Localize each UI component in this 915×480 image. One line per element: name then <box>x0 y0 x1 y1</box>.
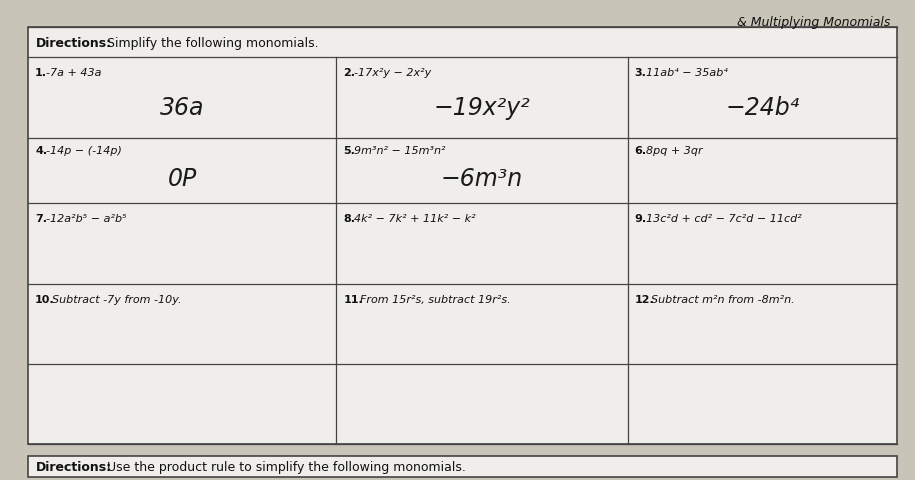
Text: -7a + 43a: -7a + 43a <box>46 68 102 78</box>
Text: 7.: 7. <box>35 214 47 224</box>
Text: -12a²b⁵ − a²b⁵: -12a²b⁵ − a²b⁵ <box>46 214 126 224</box>
Text: 8.: 8. <box>343 214 356 224</box>
Text: 11ab⁴ − 35ab⁴: 11ab⁴ − 35ab⁴ <box>646 68 727 78</box>
Text: 13c²d + cd² − 7c²d − 11cd²: 13c²d + cd² − 7c²d − 11cd² <box>646 214 802 224</box>
Text: 6.: 6. <box>635 146 647 156</box>
Text: & Multiplying Monomials: & Multiplying Monomials <box>737 16 890 29</box>
Text: 4.: 4. <box>35 146 48 156</box>
Text: 9m³n² − 15m³n²: 9m³n² − 15m³n² <box>354 146 446 156</box>
Text: 11.: 11. <box>343 294 363 304</box>
Text: 9.: 9. <box>635 214 647 224</box>
Text: Subtract -7y from -10y.: Subtract -7y from -10y. <box>51 294 181 304</box>
Text: 8pq + 3qr: 8pq + 3qr <box>646 146 702 156</box>
Text: 0P: 0P <box>167 167 197 191</box>
Bar <box>28 456 897 477</box>
Text: From 15r²s, subtract 19r²s.: From 15r²s, subtract 19r²s. <box>360 294 511 304</box>
Text: Directions:: Directions: <box>36 36 113 49</box>
Text: -14p − (-14p): -14p − (-14p) <box>46 146 122 156</box>
Text: 36a: 36a <box>160 96 204 120</box>
Text: −6m³n: −6m³n <box>441 167 523 191</box>
Text: Subtract m²n from -8m²n.: Subtract m²n from -8m²n. <box>651 294 795 304</box>
Text: −24b⁴: −24b⁴ <box>726 96 800 120</box>
Text: 10.: 10. <box>35 294 55 304</box>
Text: 3.: 3. <box>635 68 647 78</box>
Text: Directions:: Directions: <box>36 460 113 473</box>
Text: 5.: 5. <box>343 146 355 156</box>
Text: 12.: 12. <box>635 294 654 304</box>
Text: -17x²y − 2x²y: -17x²y − 2x²y <box>354 68 432 78</box>
Text: −19x²y²: −19x²y² <box>434 96 531 120</box>
Text: 4k² − 7k² + 11k² − k²: 4k² − 7k² + 11k² − k² <box>354 214 476 224</box>
Text: Use the product rule to simplify the following monomials.: Use the product rule to simplify the fol… <box>103 460 466 473</box>
Text: 2.: 2. <box>343 68 356 78</box>
Text: Simplify the following monomials.: Simplify the following monomials. <box>103 36 318 49</box>
Bar <box>28 28 897 444</box>
Text: 1.: 1. <box>35 68 47 78</box>
